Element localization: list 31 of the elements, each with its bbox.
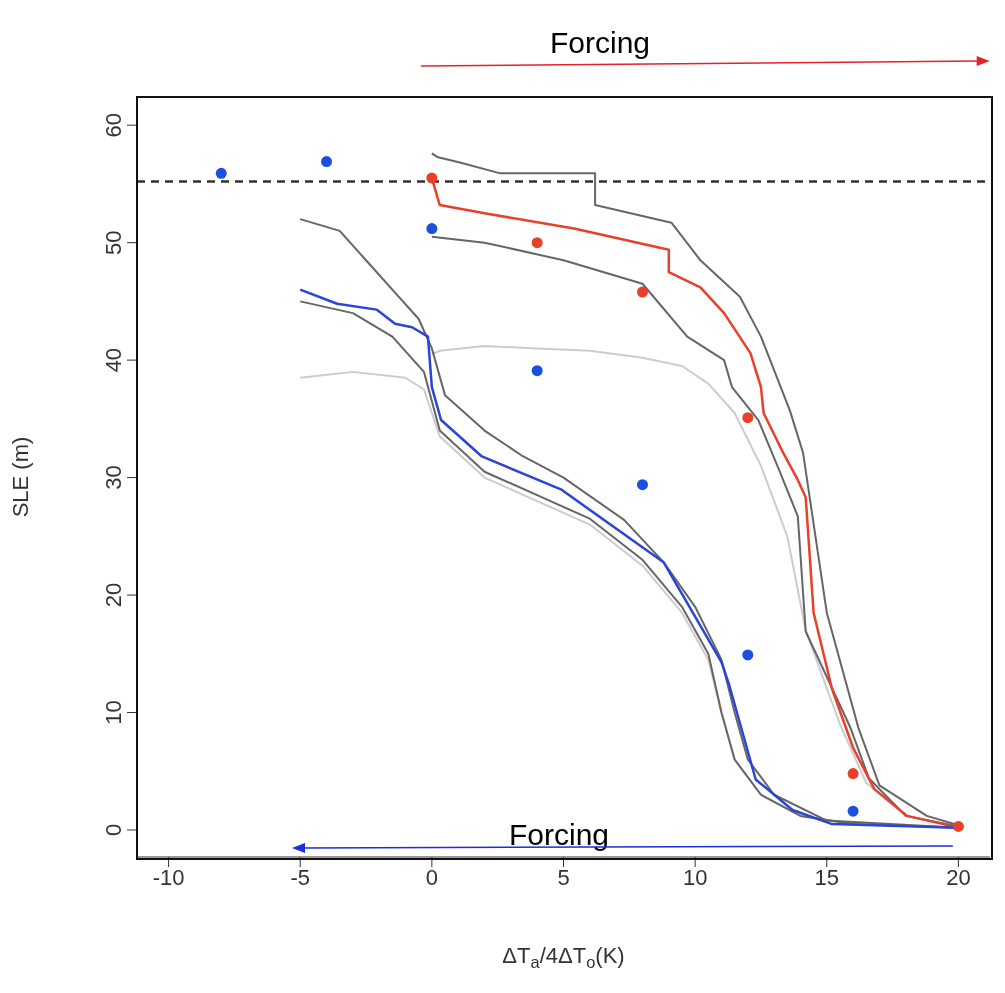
point [952, 820, 964, 832]
y-tick-label: 10 [101, 700, 126, 725]
x-tick-label: 0 [425, 864, 438, 890]
y-tick-label: 40 [101, 347, 126, 373]
x-tick-label: -5 [290, 864, 311, 890]
x-tick-label: 20 [946, 864, 971, 890]
point [531, 237, 543, 249]
point [215, 167, 227, 179]
x-axis-title: ΔT$_{a}$/4ΔT$_{o}$(K) [502, 943, 625, 972]
text: Forcing [548, 26, 651, 60]
point [636, 479, 648, 491]
annotation: Forcing [507, 818, 610, 852]
y-axis-title: SLE (m) [8, 436, 33, 518]
point [426, 172, 438, 184]
y-tick-label: 60 [101, 112, 126, 138]
point [847, 768, 859, 780]
x-tick-label: 15 [814, 864, 840, 890]
point [531, 365, 543, 377]
x-tick-label: -10 [152, 864, 185, 890]
y-tick-label: 50 [101, 230, 126, 255]
point [742, 412, 754, 424]
point [636, 286, 648, 298]
point [847, 805, 859, 817]
point [742, 649, 754, 661]
point [321, 156, 333, 168]
x-tick-label: 10 [682, 864, 708, 890]
y-tick-label: 0 [101, 823, 126, 837]
y-tick-label: 30 [101, 465, 126, 490]
x-tick-label: 5 [557, 864, 570, 890]
y-tick-label: 20 [101, 582, 126, 608]
point [426, 223, 438, 235]
